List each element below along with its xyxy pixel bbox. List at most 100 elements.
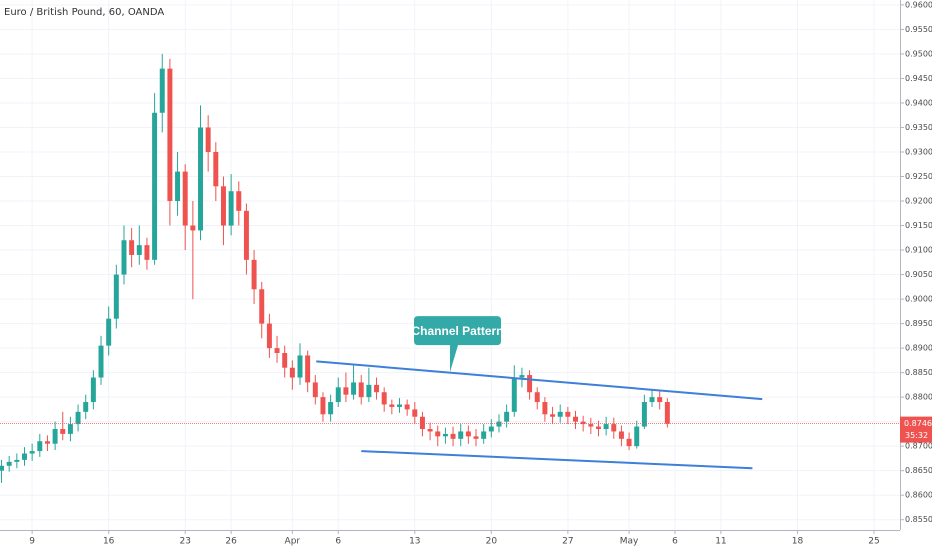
candle-body <box>412 409 418 417</box>
candle-body <box>67 424 73 434</box>
x-tick-label: 11 <box>715 537 726 547</box>
candle-body <box>588 424 594 427</box>
x-tick-label: 18 <box>792 537 804 547</box>
candle-body <box>274 348 280 354</box>
candle-body <box>29 451 35 454</box>
x-tick-label: 27 <box>562 537 573 547</box>
callout <box>414 316 501 373</box>
candle-body <box>152 112 158 260</box>
candle-body <box>397 404 402 407</box>
candle-body <box>343 387 349 395</box>
candle-body <box>557 411 563 417</box>
candle-body <box>358 382 364 398</box>
candle-body <box>144 245 150 260</box>
candle-body <box>106 318 112 346</box>
x-tick-label: 6 <box>672 537 678 547</box>
trendline <box>361 450 753 470</box>
candle-body <box>205 127 211 152</box>
candle-body <box>618 431 624 439</box>
candle-body <box>312 382 318 398</box>
candle-body <box>182 171 188 226</box>
candle-body <box>389 404 395 407</box>
candle-body <box>664 402 670 424</box>
x-tick-label: 6 <box>335 537 341 547</box>
candle-body <box>565 411 571 417</box>
candle-body <box>366 384 372 398</box>
candle-body <box>190 225 196 231</box>
candle-body <box>657 397 663 403</box>
candle-body <box>129 240 135 255</box>
overlay: Channel Pattern 0.87460 35:32 <box>0 316 932 470</box>
x-tick-label: 9 <box>29 537 35 547</box>
callout-text: Channel Pattern <box>411 324 503 338</box>
candle-body <box>320 397 326 415</box>
candle-body <box>626 438 632 447</box>
candle-body <box>236 191 242 211</box>
candle-body <box>496 421 502 427</box>
x-tick-label: May <box>620 537 639 547</box>
candle-body <box>282 353 288 368</box>
candle-body <box>159 68 165 113</box>
candle-body <box>0 465 5 471</box>
candle-body <box>634 426 640 447</box>
candle-body <box>60 429 66 434</box>
candle-body <box>305 355 311 383</box>
candle-body <box>374 384 380 393</box>
candle-body <box>465 431 471 437</box>
candle-body <box>198 127 203 231</box>
candle-body <box>297 355 303 378</box>
candle-body <box>98 345 104 378</box>
candle-body <box>473 436 479 439</box>
candle-body <box>228 191 234 226</box>
x-tick-label: 16 <box>103 537 115 547</box>
candle-body <box>488 426 494 432</box>
y-tick-label: 0.96000 <box>905 0 932 9</box>
candle-body <box>649 397 655 403</box>
candle-body <box>442 433 448 437</box>
candle-body <box>381 392 387 405</box>
candle-body <box>266 323 272 349</box>
candle-body <box>611 424 617 432</box>
candle-body <box>519 375 525 378</box>
candle-body <box>52 429 58 444</box>
candle-body <box>83 402 89 412</box>
candle-body <box>259 289 265 324</box>
candle-body <box>542 402 548 415</box>
x-tick-label: 26 <box>225 537 237 547</box>
candle-body <box>427 429 433 432</box>
trendline <box>316 360 763 401</box>
candle-body <box>121 240 127 275</box>
candle-body <box>175 171 181 202</box>
candle-body <box>481 431 487 439</box>
candle-body <box>251 259 257 290</box>
candle-body <box>213 151 219 187</box>
x-tick-label: 23 <box>179 537 190 547</box>
candle-body <box>534 392 540 403</box>
candle-body <box>458 431 464 439</box>
candle-body <box>550 414 556 417</box>
x-tick-label: Apr <box>285 537 301 547</box>
candle-body <box>580 421 586 425</box>
candle-body <box>44 441 50 444</box>
candle-body <box>14 459 20 462</box>
last-price-box <box>900 416 932 443</box>
candle-body <box>113 274 119 319</box>
